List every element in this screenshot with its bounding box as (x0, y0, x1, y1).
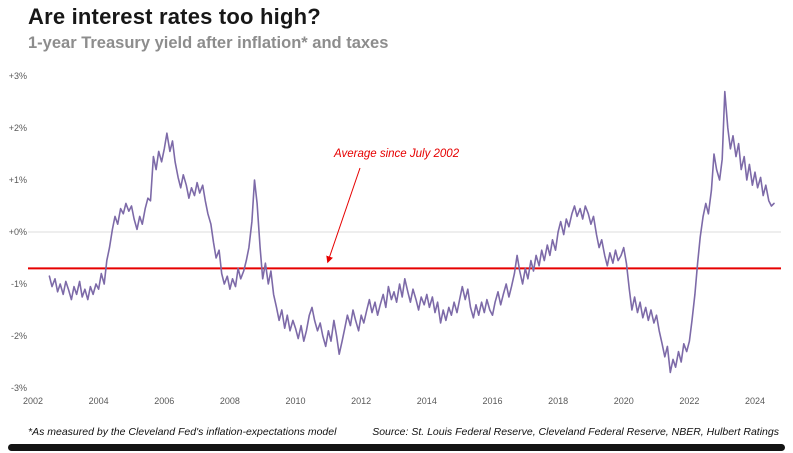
yield-line (48, 90, 775, 374)
average-annotation-label: Average since July 2002 (334, 148, 460, 160)
x-tick-label: 2016 (482, 396, 502, 406)
line-chart: +3% +2% +1% +0% -1% -2% -3% 2002 2004 2006 2008 201… (0, 62, 793, 410)
x-tick-label: 2020 (614, 396, 634, 406)
x-tick-label: 2006 (154, 396, 174, 406)
footnote: *As measured by the Cleveland Fed's infl… (28, 426, 337, 438)
x-tick-label: 2004 (89, 396, 109, 406)
x-tick-label: 2012 (351, 396, 371, 406)
y-tick-label: -3% (11, 383, 27, 393)
annotation-arrow (326, 167, 361, 264)
page-title: Are interest rates too high? (28, 4, 321, 29)
y-tick-label: -1% (11, 279, 27, 289)
x-tick-label: 2022 (679, 396, 699, 406)
y-tick-label: +0% (9, 227, 27, 237)
x-tick-label: 2024 (745, 396, 765, 406)
y-tick-label: +2% (9, 123, 27, 133)
x-tick-label: 2008 (220, 396, 240, 406)
source-credit: Source: St. Louis Federal Reserve, Cleve… (372, 426, 779, 438)
x-tick-label: 2010 (286, 396, 306, 406)
x-tick-label: 2002 (23, 396, 43, 406)
x-tick-label: 2018 (548, 396, 568, 406)
chart-canvas: +3% +2% +1% +0% -1% -2% -3% 2002 2004 2006 2008 201… (9, 71, 781, 406)
y-tick-label: +3% (9, 71, 27, 81)
y-tick-label: -2% (11, 331, 27, 341)
y-tick-label: +1% (9, 175, 27, 185)
page-subtitle: 1-year Treasury yield after inflation* a… (28, 34, 389, 52)
x-tick-label: 2014 (417, 396, 437, 406)
bottom-bar (8, 444, 785, 451)
